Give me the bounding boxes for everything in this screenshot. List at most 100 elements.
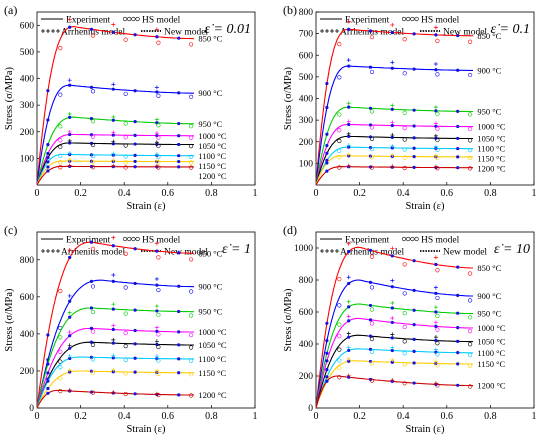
arrhenius-model-point	[346, 131, 351, 136]
legend-hs-swatch	[410, 236, 415, 242]
new-model-point	[434, 262, 438, 267]
legend-experiment-label: Experiment	[345, 16, 390, 26]
y-axis-label: Stress (σ/MPa)	[283, 66, 294, 130]
temperature-label: 850 °C	[477, 31, 501, 41]
new-model-point	[325, 151, 329, 155]
hs-model-point	[468, 166, 473, 171]
arrhenius-model-point	[111, 367, 116, 372]
hs-model-point	[123, 91, 128, 96]
hs-model-point	[402, 324, 407, 330]
new-model-point	[325, 379, 329, 383]
legend-hs-swatch	[131, 236, 136, 242]
hs-model-point	[435, 341, 440, 346]
new-model-point	[456, 155, 460, 159]
arrhenius-model-point	[433, 285, 438, 290]
new-model-point	[89, 306, 94, 310]
hs-model-point	[189, 154, 194, 159]
new-model-point	[177, 371, 181, 375]
arrhenius-model-point	[433, 381, 438, 386]
new-model-point	[133, 356, 137, 360]
new-model-point	[46, 160, 50, 164]
new-model-point	[46, 362, 50, 366]
new-model-point	[111, 118, 115, 122]
hs-model-point	[468, 384, 473, 389]
x-tick-label: 1	[253, 411, 258, 422]
temperature-label: 1000 °C	[198, 327, 227, 337]
x-tick-label: 0.4	[118, 188, 131, 199]
arrhenius-model-point	[433, 121, 438, 126]
new-model-point	[155, 309, 159, 313]
experiment-curve	[315, 123, 473, 186]
temperature-label: 1200 °C	[477, 381, 506, 391]
new-model-point	[368, 334, 373, 338]
hs-model-point	[156, 344, 161, 350]
arrhenius-model-point	[154, 276, 159, 281]
new-model-point	[133, 342, 137, 346]
legend-hs-label: HS model	[421, 236, 460, 246]
new-model-point	[133, 120, 137, 124]
arrhenius-model-point	[67, 343, 72, 348]
hs-model-point	[369, 136, 375, 141]
experiment-curve	[315, 360, 473, 409]
arrhenius-model-point	[154, 131, 159, 136]
new-model-point	[434, 136, 438, 140]
new-model-point	[456, 124, 460, 129]
legend-new-model-label: New model	[443, 28, 487, 38]
hs-model-point	[90, 134, 96, 139]
new-model-point	[347, 359, 351, 363]
new-model-point	[155, 329, 159, 333]
new-model-point	[177, 393, 181, 397]
experiment-curve	[36, 241, 194, 408]
x-tick-label: 1	[532, 188, 537, 199]
new-model-point	[89, 326, 94, 330]
hs-model-point	[337, 155, 342, 160]
new-model-point	[347, 305, 351, 309]
legend-hs-label: HS model	[142, 16, 181, 26]
arrhenius-model-point	[67, 330, 72, 335]
x-axis-label: Strain (ε)	[405, 424, 445, 435]
legend-arrhenius-swatch	[51, 249, 55, 253]
x-tick-label: 1	[532, 411, 537, 422]
arrhenius-model-point	[390, 60, 395, 65]
arrhenius-model-point	[346, 119, 351, 124]
hs-model-point	[435, 147, 440, 153]
hs-model-point	[58, 389, 63, 394]
hs-model-point	[90, 342, 96, 347]
hs-model-point	[123, 391, 128, 397]
legend-new-model-label: New model	[443, 248, 487, 258]
new-model-point	[456, 33, 460, 38]
hs-model-point	[123, 285, 128, 290]
arrhenius-model-point	[67, 293, 72, 298]
hs-model-point	[123, 251, 128, 256]
experiment-curve	[36, 389, 194, 409]
experiment-curve	[315, 155, 473, 186]
arrhenius-model-point	[67, 388, 72, 393]
hs-model-point	[156, 93, 161, 98]
arrhenius-model-point	[346, 331, 351, 336]
new-model-point	[456, 109, 460, 113]
y-tick-label: 500	[20, 48, 35, 58]
new-model-point	[434, 33, 438, 37]
new-model-point	[177, 36, 181, 40]
arrhenius-model-point	[67, 150, 72, 155]
x-tick-label: 0.6	[162, 188, 175, 199]
hs-model-point	[156, 358, 161, 363]
legend-hs-swatch	[127, 236, 132, 242]
x-tick-label: 0.6	[162, 411, 175, 422]
new-model-point	[456, 326, 460, 330]
panel-label: (b)	[283, 3, 297, 17]
x-tick-label: 1	[253, 188, 258, 199]
new-model-point	[133, 247, 137, 251]
temperature-label: 1050 °C	[477, 337, 506, 347]
legend-arrhenius-swatch	[56, 249, 60, 253]
arrhenius-model-point	[433, 144, 438, 149]
hs-model-point	[123, 331, 128, 336]
new-model-point	[89, 279, 94, 283]
arrhenius-model-point	[346, 299, 351, 304]
arrhenius-model-point	[346, 19, 351, 24]
hs-model-point	[189, 372, 194, 377]
hs-model-point	[402, 137, 407, 142]
new-model-point	[368, 65, 373, 69]
experiment-curve	[315, 28, 473, 185]
arrhenius-model-point	[390, 301, 395, 306]
